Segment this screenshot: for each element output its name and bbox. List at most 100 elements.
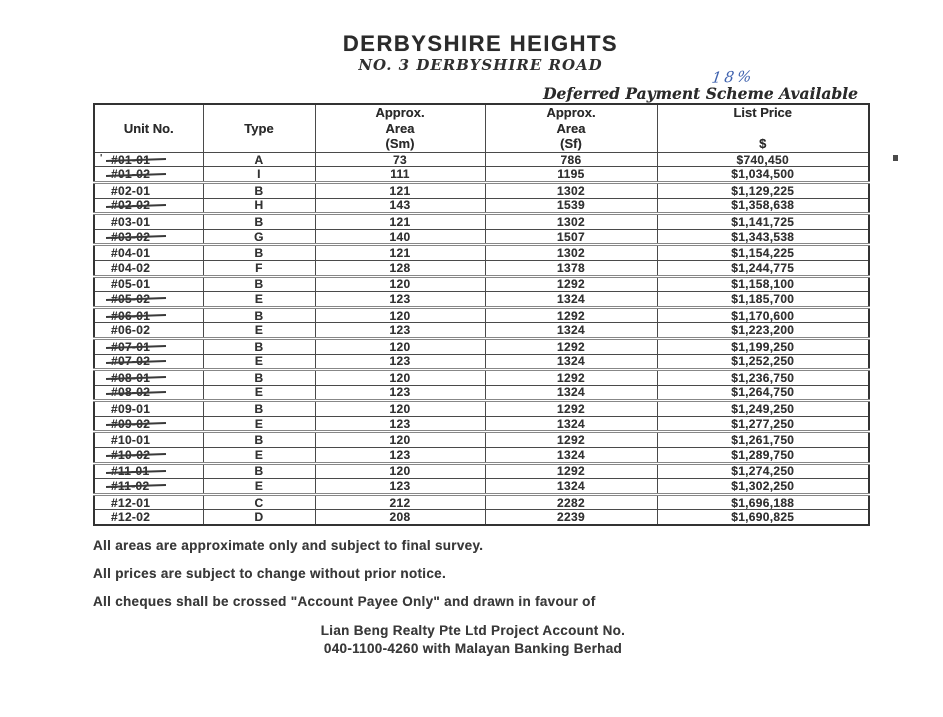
type-cell-text: E	[254, 447, 264, 462]
area-sm-cell: 121	[314, 212, 486, 230]
unit-cell: #09-01	[93, 399, 204, 417]
type-cell: B	[202, 181, 316, 199]
price-cell: $740,450	[656, 151, 870, 168]
unit-cell-text: #03-02	[111, 229, 151, 244]
area-sm-cell: 123	[314, 447, 486, 464]
unit-cell: #06-01	[93, 305, 204, 324]
price-cell-text: $1,261,750	[731, 433, 795, 448]
table-row: #11-02 E 123 1324 $1,302,250	[93, 478, 870, 495]
area-sf-cell-text: 1302	[557, 183, 585, 198]
unit-cell: #06-02	[93, 322, 204, 339]
unit-cell: #02-02	[93, 197, 204, 215]
price-cell: $1,223,200	[656, 322, 870, 339]
table-row: #06-02 E 123 1324 $1,223,200	[93, 322, 870, 339]
table-row: #05-01 B 120 1292 $1,158,100	[93, 274, 870, 293]
area-sf-cell: 1292	[484, 368, 658, 386]
table-row: #12-01 C 212 2282 $1,696,188	[93, 492, 870, 511]
unit-cell: #12-01	[93, 492, 204, 511]
table-row: #07-01 B 120 1292 $1,199,250	[93, 336, 870, 355]
price-cell: $1,244,775	[656, 259, 870, 277]
header-type: Type	[202, 103, 316, 153]
type-cell-text: E	[254, 323, 264, 338]
area-sm-cell: 128	[314, 259, 486, 277]
type-cell: D	[202, 509, 316, 526]
area-sm-cell-text: 121	[389, 214, 411, 229]
price-cell: $1,261,750	[656, 430, 870, 449]
unit-cell-text: #09-01	[111, 402, 151, 417]
type-cell-text: B	[254, 308, 264, 323]
unit-cell: #11-01	[93, 461, 204, 480]
area-sm-cell: 120	[314, 305, 486, 324]
area-sm-cell: 143	[314, 197, 486, 215]
unit-cell-text: #06-02	[111, 323, 151, 338]
area-sf-cell-text: 1292	[557, 277, 585, 292]
area-sf-cell: 1324	[484, 478, 658, 495]
area-sm-cell-text: 123	[389, 385, 411, 400]
type-cell: B	[202, 243, 316, 261]
area-sf-cell: 2239	[484, 509, 658, 526]
area-sf-cell-text: 1324	[557, 291, 585, 306]
type-cell: E	[202, 415, 316, 433]
area-sf-cell-text: 1292	[557, 339, 585, 354]
unit-cell: #02-01	[93, 181, 204, 199]
area-sf-cell-text: 1302	[557, 214, 585, 229]
price-cell-text: $1,199,250	[731, 339, 795, 354]
area-sf-cell-text: 1302	[557, 246, 585, 261]
type-cell: B	[202, 399, 316, 417]
area-sf-cell-text: 1292	[557, 433, 585, 448]
unit-cell-text: #07-02	[111, 354, 151, 369]
area-sf-cell: 1507	[484, 228, 658, 246]
area-sf-cell-text: 1292	[557, 308, 585, 323]
unit-cell-text: #03-01	[111, 214, 151, 229]
note-areas: All areas are approximate only and subje…	[93, 538, 484, 553]
type-cell: F	[202, 259, 316, 277]
type-cell: H	[202, 197, 316, 215]
scan-artifact	[893, 155, 898, 161]
area-sm-cell-text: 208	[389, 510, 411, 525]
unit-cell-text: #02-01	[111, 183, 151, 198]
table-row: #12-02 D 208 2239 $1,690,825	[93, 509, 870, 526]
type-cell-text: B	[254, 246, 264, 261]
unit-cell-text: #02-02	[111, 198, 151, 213]
area-sf-cell: 1292	[484, 430, 658, 449]
area-sf-cell: 1324	[484, 353, 658, 371]
area-sm-cell-text: 123	[389, 447, 411, 462]
deferred-payment-note: Deferred Payment Scheme Available	[543, 84, 858, 103]
unit-cell: #07-01	[93, 336, 204, 355]
area-sf-cell-text: 2282	[557, 495, 585, 510]
table-row: #08-02 E 123 1324 $1,264,750	[93, 384, 870, 402]
header-list-price: List Price $	[656, 103, 870, 153]
area-sm-cell: 121	[314, 243, 486, 261]
area-sm-cell-text: 121	[389, 246, 411, 261]
area-sm-cell: 123	[314, 291, 486, 308]
area-sf-cell: 1292	[484, 305, 658, 324]
type-cell: B	[202, 274, 316, 293]
table-header: Unit No. Type Approx. Area (Sm) Approx. …	[93, 103, 870, 153]
area-sm-cell-text: 143	[389, 198, 411, 213]
area-sf-cell: 1292	[484, 274, 658, 293]
price-cell: $1,236,750	[656, 368, 870, 386]
type-cell: G	[202, 228, 316, 246]
unit-cell: #01-02	[93, 166, 204, 183]
table-row: #02-01 B 121 1302 $1,129,225	[93, 181, 870, 199]
type-cell: E	[202, 322, 316, 339]
table-row: ' #01-01 A 73 786 $740,450	[93, 151, 870, 168]
area-sf-cell-text: 1292	[557, 370, 585, 385]
unit-cell: #03-01	[93, 212, 204, 230]
area-sf-cell: 1292	[484, 399, 658, 417]
stray-mark: '	[100, 152, 103, 164]
price-table: Unit No. Type Approx. Area (Sm) Approx. …	[93, 103, 870, 527]
area-sm-cell-text: 123	[389, 416, 411, 431]
type-cell-text: B	[254, 464, 264, 479]
price-cell: $1,274,250	[656, 461, 870, 480]
table-row: #07-02 E 123 1324 $1,252,250	[93, 353, 870, 371]
type-cell-text: B	[254, 402, 264, 417]
area-sf-cell-text: 1324	[557, 354, 585, 369]
footer-notes: All areas are approximate only and subje…	[93, 538, 833, 622]
type-cell-text: E	[254, 479, 264, 494]
header-area-sf: Approx. Area (Sf)	[484, 103, 658, 153]
price-cell: $1,696,188	[656, 492, 870, 511]
price-cell-text: $1,252,250	[731, 354, 795, 369]
price-cell: $1,034,500	[656, 166, 870, 183]
